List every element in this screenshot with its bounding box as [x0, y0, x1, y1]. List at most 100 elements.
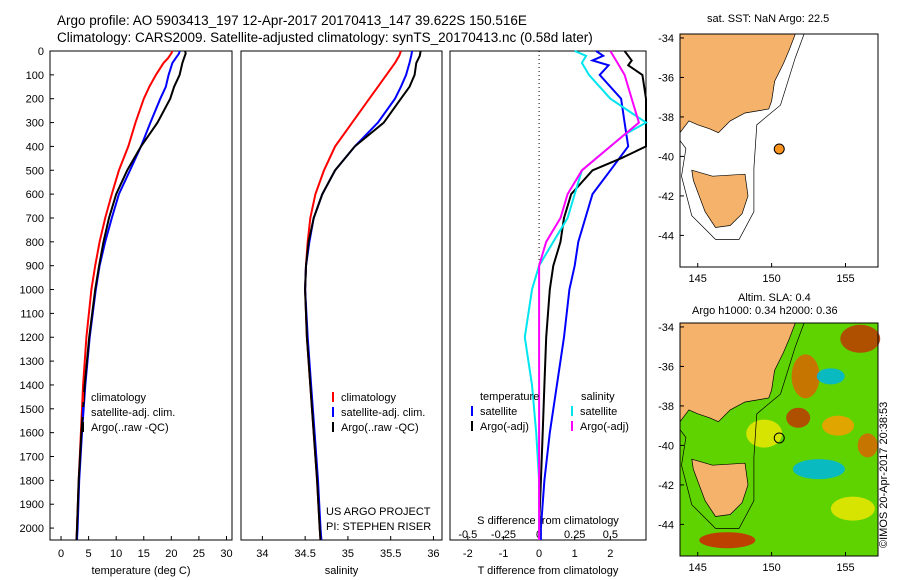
- map-lon-label: 150: [762, 562, 780, 574]
- depth-tick-label: 1000: [20, 285, 44, 297]
- legend-label: satellite-adj. clim.: [91, 407, 175, 419]
- series-line-s_argo: [538, 50, 641, 540]
- sla-map-subtitle: Argo h1000: 0.34 h2000: 0.36: [692, 305, 838, 317]
- depth-tick-label: 400: [26, 141, 44, 153]
- legend-title-temperature: temperature: [480, 391, 539, 403]
- depth-tick-label: 1600: [20, 428, 44, 440]
- s-tick-label: 0.25: [564, 529, 585, 541]
- sla-anomaly-patch: [830, 496, 875, 521]
- x-axis-label-temperature: temperature (deg C): [91, 565, 190, 577]
- depth-tick-label: 1200: [20, 332, 44, 344]
- map-lon-label: 150: [762, 273, 780, 285]
- depth-tick-label: 500: [26, 165, 44, 177]
- map-lat-label: -44: [658, 519, 674, 531]
- map-lat-label: -44: [658, 230, 674, 242]
- depth-tick-label: 1900: [20, 499, 44, 511]
- x-axis-label-difference: T difference from climatology: [478, 565, 619, 577]
- depth-tick-label: 1300: [20, 356, 44, 368]
- imos-credit: ©IMOS 20-Apr-2017 20:38:53: [878, 401, 890, 548]
- map-lat-label: -42: [658, 191, 674, 203]
- depth-tick-label: 1800: [20, 475, 44, 487]
- s-tick-label: -0.25: [491, 529, 516, 541]
- depth-tick-label: 800: [26, 237, 44, 249]
- x-tick-label-difference: -2: [463, 548, 473, 560]
- plot-frame-difference: [449, 50, 647, 541]
- x-tick-label-temperature: 20: [165, 548, 177, 560]
- depth-tick-label: 1500: [20, 404, 44, 416]
- x-tick-label-difference: 1: [572, 548, 578, 560]
- sla-anomaly-patch: [699, 532, 756, 549]
- argo-float-marker: [773, 143, 785, 155]
- map-lat-label: -36: [658, 361, 674, 373]
- sla-anomaly-patch: [786, 407, 811, 428]
- plot-frame-temperature: [49, 50, 233, 541]
- x-tick-label-salinity: 34: [256, 548, 268, 560]
- sla-map-title: Altim. SLA: 0.4: [738, 292, 811, 304]
- depth-tick-label: 1100: [20, 308, 44, 320]
- depth-tick-label: 2000: [20, 523, 44, 535]
- credit-line: PI: STEPHEN RISER: [326, 521, 431, 533]
- depth-tick-label: 700: [26, 213, 44, 225]
- map-lat-label: -38: [658, 112, 674, 124]
- sla-anomaly-patch: [822, 415, 855, 436]
- map-lon-label: 155: [836, 273, 854, 285]
- series-line-t_argo: [538, 50, 647, 540]
- x-tick-label-temperature: 0: [58, 548, 64, 560]
- sst-map-title: sat. SST: NaN Argo: 22.5: [707, 13, 830, 25]
- legend-label: satellite-adj. clim.: [341, 407, 425, 419]
- x-tick-label-salinity: 35.5: [380, 548, 401, 560]
- mainland-australia: [679, 322, 796, 423]
- x-tick-label-temperature: 10: [110, 548, 122, 560]
- sla-anomaly-patch: [857, 433, 878, 458]
- depth-tick-label: 1400: [20, 380, 44, 392]
- tasmania: [691, 458, 749, 517]
- x-tick-label-salinity: 36: [427, 548, 439, 560]
- s-tick-label: 0.5: [603, 529, 618, 541]
- legend-label: climatology: [91, 392, 147, 404]
- sla-anomaly-patch: [792, 459, 845, 480]
- map-lat-label: -40: [658, 151, 674, 163]
- map-lat-label: -42: [658, 480, 674, 492]
- x-tick-label-salinity: 35: [342, 548, 354, 560]
- shelf-contour: [679, 33, 805, 240]
- depth-tick-label: 0: [38, 46, 44, 58]
- legend-label: Argo(-adj): [580, 421, 629, 433]
- depth-tick-label: 200: [26, 94, 44, 106]
- map-frame-top: [679, 33, 879, 268]
- x-tick-label-temperature: 30: [220, 548, 232, 560]
- plot-frame-salinity: [240, 50, 443, 541]
- profile-title: Argo profile: AO 5903413_197 12-Apr-2017…: [57, 13, 527, 28]
- sla-anomaly-patch: [791, 354, 820, 399]
- legend-label: satellite: [580, 406, 617, 418]
- legend-label: Argo(..raw -QC): [91, 422, 169, 434]
- map-lat-label: -36: [658, 72, 674, 84]
- legend-label: satellite: [480, 406, 517, 418]
- map-lon-label: 145: [689, 562, 707, 574]
- series-line-argo: [304, 50, 422, 541]
- depth-tick-label: 300: [26, 118, 44, 130]
- map-lat-label: -34: [658, 322, 674, 334]
- x-tick-label-salinity: 34.5: [294, 548, 315, 560]
- x-tick-label-difference: -1: [499, 548, 509, 560]
- x-tick-label-temperature: 15: [138, 548, 150, 560]
- x-axis-label-salinity: salinity: [325, 565, 359, 577]
- depth-tick-label: 900: [26, 261, 44, 273]
- argo-float-marker: [773, 432, 785, 444]
- map-frame-bottom: [679, 322, 879, 557]
- series-line-s_satellite: [523, 50, 648, 540]
- legend-title-salinity: salinity: [581, 391, 615, 403]
- credit-line: US ARGO PROJECT: [326, 506, 431, 518]
- tasmania: [691, 169, 749, 228]
- sla-anomaly-patch: [816, 368, 845, 385]
- s-axis-label: S difference from climatology: [477, 515, 619, 527]
- legend-label: Argo(-adj): [480, 421, 529, 433]
- map-lon-label: 145: [689, 273, 707, 285]
- legend-label: Argo(..raw -QC): [341, 422, 419, 434]
- s-tick-label: -0.5: [458, 529, 477, 541]
- shelf-contour: [679, 322, 805, 529]
- map-lat-label: -38: [658, 401, 674, 413]
- legend-label: climatology: [341, 392, 397, 404]
- sla-anomaly-patch: [840, 324, 881, 353]
- x-tick-label-difference: 2: [607, 548, 613, 560]
